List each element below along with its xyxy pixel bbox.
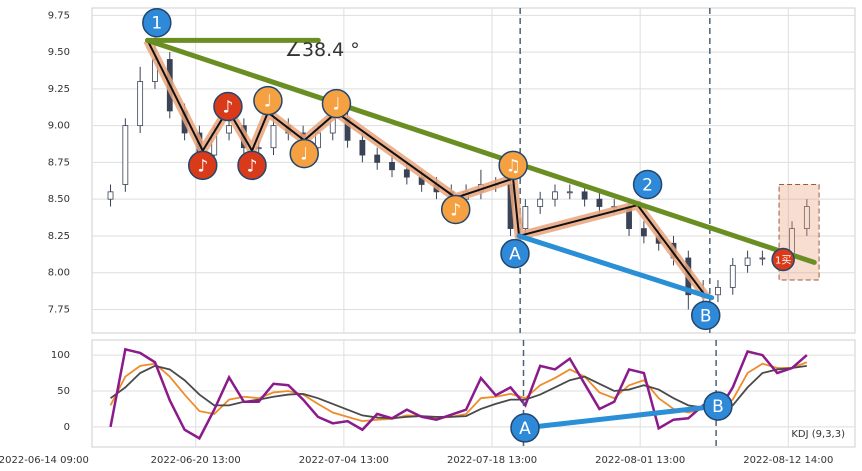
y-tick-label: 8.50 [48,194,70,205]
marker-label: A [519,419,531,439]
marker [440,194,471,225]
y-tick-label: 9.25 [48,84,70,95]
price-panel [91,7,856,334]
marker-label: ♪ [450,200,461,220]
candle-body [374,154,381,163]
marker [142,7,172,38]
marker [510,413,540,443]
candle-body [389,162,395,171]
y-tick-label: 100 [51,350,70,361]
candle-body [107,191,114,200]
candle-body [759,257,766,260]
wave-halo [143,38,711,301]
candle-body [596,198,603,207]
y-tick-label: 0 [64,422,70,433]
marker-label: ♪ [223,98,234,118]
y-tick-label: 9.50 [48,47,70,58]
marker [289,138,319,169]
marker-label: ♪ [197,156,208,176]
candle-body [226,125,232,134]
candle-body [729,264,736,288]
marker-label: B [700,306,712,326]
marker-label: 1买 [775,254,791,266]
marker [253,85,283,116]
marker [213,91,243,122]
candle-body [359,139,366,156]
marker-label: 1 [151,14,162,34]
y-tick-label: 9.75 [48,10,70,21]
candle-body [803,206,810,229]
x-tick-label: 2022-08-12 14:00 [743,455,833,466]
candle-body [403,169,410,178]
candle-body [640,228,647,237]
marker-label: A [509,245,521,265]
candle-body [552,191,558,200]
candle-body [137,81,144,127]
marker-label: ♩ [300,145,308,165]
x-tick-label: 2022-07-04 13:00 [299,455,389,466]
marker [690,300,721,331]
marker [187,150,218,181]
angle-label: ∠38.4 ° [285,39,360,61]
marker [703,391,733,421]
wave-line [146,39,708,299]
marker [237,150,267,181]
kdj-line [109,361,808,423]
marker [321,88,352,119]
candle-body [537,198,544,207]
y-tick-label: 8.25 [48,231,70,242]
candle-body [566,191,573,194]
candle-body [581,191,588,200]
y-tick-label: 9.00 [48,121,70,132]
kdj-line [109,364,807,420]
marker-label: ♪ [247,156,258,176]
kdj-panel [91,339,856,448]
candle-body [270,125,277,149]
marker-label: ♩ [264,92,272,112]
marker-label: ♩ [332,95,340,115]
trend-line [516,233,715,301]
marker-label: ♫ [506,156,521,176]
trend-line [522,403,721,431]
kdj-line [109,347,808,441]
marker [498,150,528,181]
y-tick-label: 8.00 [48,268,70,279]
marker-label: B [712,397,724,417]
x-tick-label: 2022-08-01 13:00 [595,455,685,466]
y-tick-label: 7.75 [48,304,70,315]
candle-body [744,257,751,266]
marker [771,247,795,272]
marker [632,169,663,200]
kdj-label: KDJ (9,3,3) [791,429,845,440]
marker-label: 2 [642,175,653,195]
x-tick-label: 2022-06-20 13:00 [151,455,241,466]
candle-body [522,206,529,229]
x-tick-label: 2022-06-14 09:00 [0,455,89,466]
y-tick-label: 8.75 [48,157,70,168]
candle-body [122,125,129,185]
marker [500,238,530,269]
y-tick-label: 50 [57,386,70,397]
x-tick-label: 2022-07-18 13:00 [447,455,537,466]
trend-line [145,37,817,265]
candle-body [715,287,721,296]
